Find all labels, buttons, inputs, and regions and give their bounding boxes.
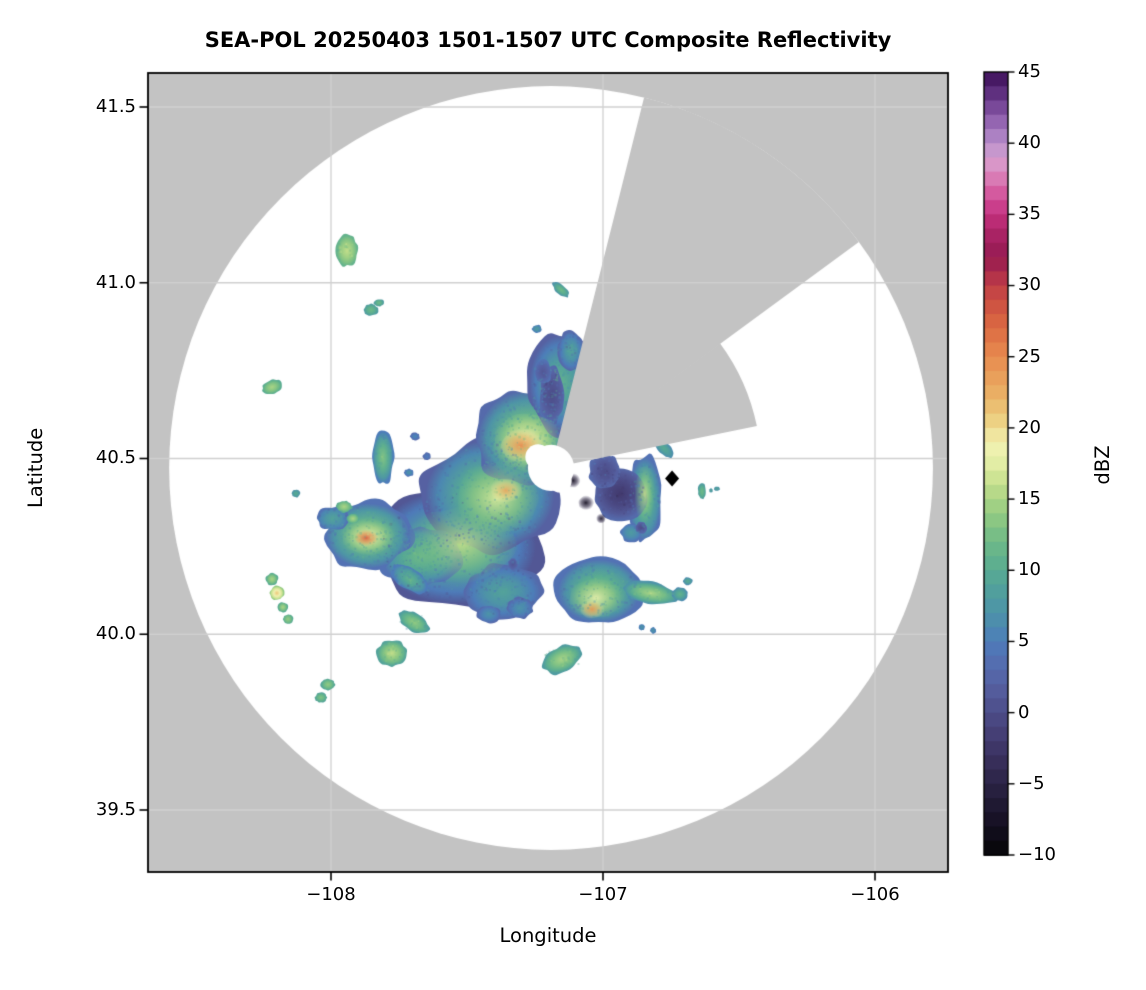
colorbar-tick-label: −5 bbox=[1018, 773, 1045, 794]
y-tick-label: 40.5 bbox=[95, 447, 136, 468]
x-tick-label: −108 bbox=[306, 884, 356, 905]
y-tick-label: 41.0 bbox=[95, 272, 136, 293]
colorbar-tick-label: 5 bbox=[1018, 630, 1030, 651]
x-axis-label: Longitude bbox=[499, 924, 597, 947]
y-tick-label: 40.0 bbox=[95, 623, 136, 644]
colorbar-label: dBZ bbox=[1091, 445, 1114, 485]
colorbar-tick-label: 30 bbox=[1018, 274, 1041, 295]
colorbar-tick-label: 15 bbox=[1018, 488, 1041, 509]
colorbar-tick-label: 45 bbox=[1018, 61, 1041, 82]
y-axis-label: Latitude bbox=[24, 427, 47, 508]
colorbar-tick-label: 20 bbox=[1018, 417, 1041, 438]
y-tick-label: 41.5 bbox=[95, 96, 136, 117]
colorbar-tick-label: 25 bbox=[1018, 346, 1041, 367]
colorbar-tick-label: 0 bbox=[1018, 702, 1030, 723]
page-title: SEA-POL 20250403 1501-1507 UTC Composite… bbox=[204, 28, 892, 52]
colorbar-tick-label: −10 bbox=[1018, 844, 1056, 865]
x-tick-label: −107 bbox=[578, 884, 628, 905]
colorbar-tick-label: 40 bbox=[1018, 132, 1041, 153]
colorbar-tick-label: 35 bbox=[1018, 203, 1041, 224]
y-tick-label: 39.5 bbox=[95, 799, 136, 820]
x-tick-label: −106 bbox=[850, 884, 900, 905]
colorbar-tick-label: 10 bbox=[1018, 559, 1041, 580]
